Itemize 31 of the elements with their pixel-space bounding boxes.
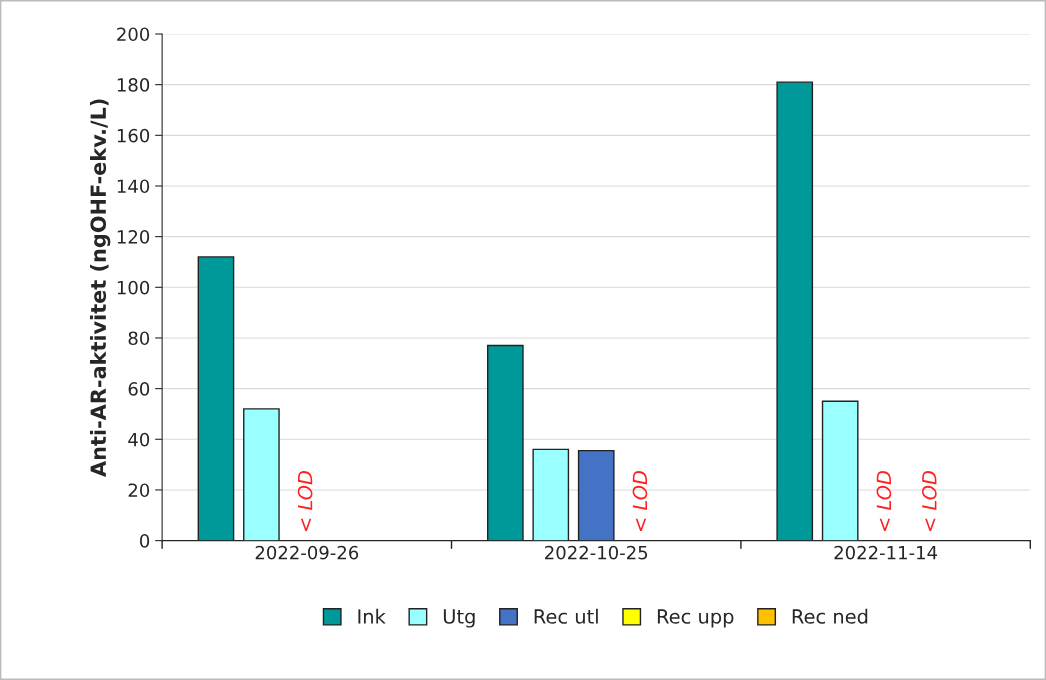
- text: < LOD: [297, 470, 313, 531]
- y-tick-label: 60: [128, 382, 150, 396]
- y-tick-label: 100: [117, 280, 150, 295]
- bar: [577, 449, 615, 541]
- bar: [243, 408, 280, 541]
- text: < LOD: [876, 470, 892, 531]
- bar: [532, 448, 570, 541]
- y-axis-title: Anti-AR-aktivitet (ngOHF-ekv./L): [89, 99, 111, 477]
- bar: [487, 344, 524, 541]
- text: < LOD: [632, 470, 648, 531]
- legend-label: Rec utl: [534, 608, 598, 624]
- x-tick-label: 2022-11-14: [834, 545, 938, 560]
- legend-label: Utg: [443, 609, 475, 628]
- legend-label: Rec ned: [792, 608, 868, 624]
- bar: [821, 400, 859, 541]
- y-tick-label: 160: [117, 128, 150, 143]
- bar: [776, 81, 814, 541]
- x-tick-label: 2022-10-25: [545, 545, 648, 560]
- legend-label: Ink: [358, 608, 386, 624]
- y-tick-label: 80: [128, 331, 150, 346]
- y-tick-label: 120: [117, 230, 150, 244]
- y-tick-label: 200: [117, 27, 150, 42]
- y-tick-label: 140: [117, 179, 150, 194]
- text: < LOD: [921, 470, 937, 531]
- y-tick-label: 0: [140, 534, 150, 548]
- legend-label: Rec upp: [657, 609, 734, 628]
- bar: [197, 256, 235, 541]
- y-tick-label: 180: [117, 78, 150, 92]
- x-tick-label: 2022-09-26: [255, 545, 359, 560]
- y-tick-label: 20: [128, 483, 150, 498]
- y-tick-label: 40: [128, 432, 150, 447]
